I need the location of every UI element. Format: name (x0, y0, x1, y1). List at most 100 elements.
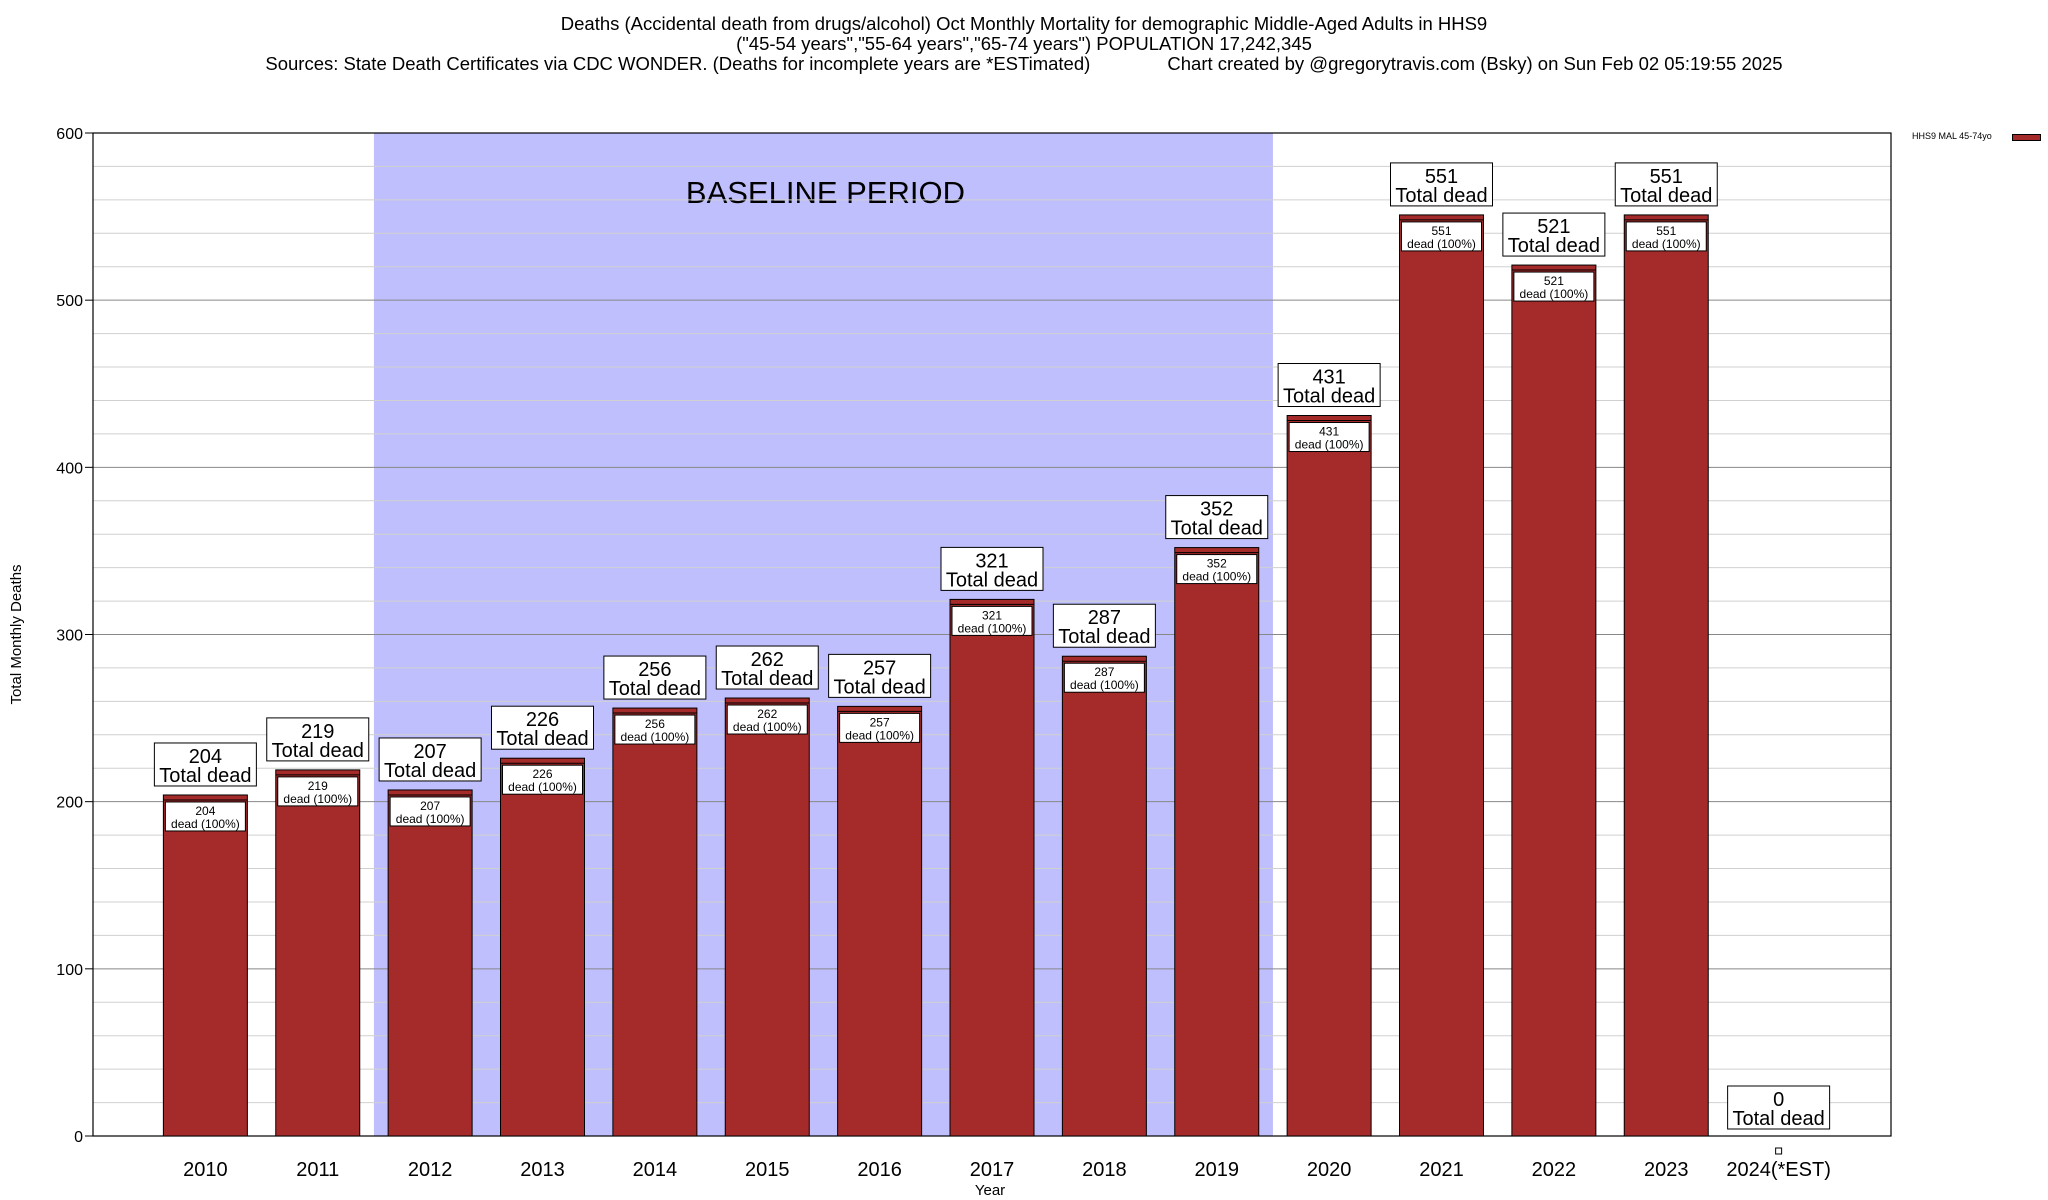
total-label-value: 321 (975, 550, 1008, 572)
total-label-box (491, 705, 594, 750)
total-label-box (266, 717, 370, 762)
inner-label-text: dead (100%) (1070, 678, 1139, 692)
total-label-text: Total dead (1732, 1108, 1824, 1130)
total-label-value: 0 (1773, 1089, 1784, 1111)
inner-label-text: dead (100%) (1520, 287, 1589, 301)
inner-label-value: 204 (195, 804, 215, 818)
bar (724, 697, 810, 1137)
total-label-text: Total dead (1171, 518, 1263, 540)
inner-label-value: 551 (1431, 224, 1451, 238)
x-tick-label: 2015 (745, 1159, 790, 1181)
total-label-value: 431 (1312, 367, 1345, 389)
total-label-text: Total dead (721, 668, 813, 690)
y-tick-label: 300 (56, 628, 83, 645)
x-tick-label: 2014 (633, 1159, 678, 1181)
inner-label-box (502, 764, 583, 795)
inner-label-value: 207 (420, 799, 440, 813)
x-tick-label: 2021 (1419, 1159, 1464, 1181)
y-tick-label: 100 (56, 962, 83, 979)
bar (1511, 264, 1597, 1137)
chart-title-line-2: ("45-54 years","55-64 years","65-74 year… (736, 33, 1312, 54)
y-tick-label: 600 (56, 126, 83, 143)
total-label-value: 226 (526, 709, 559, 731)
inner-label-box (277, 776, 359, 807)
inner-label-text: dead (100%) (845, 728, 914, 742)
total-label-box (1390, 162, 1493, 207)
inner-label-text: dead (100%) (396, 812, 465, 826)
bar (1061, 655, 1147, 1137)
total-label-text: Total dead (946, 569, 1038, 591)
total-label-value: 256 (638, 659, 671, 681)
bar (949, 598, 1035, 1137)
x-tick-label: 2024(*EST) (1726, 1159, 1831, 1181)
inner-label-box (1063, 662, 1145, 693)
total-label-value: 262 (751, 649, 784, 671)
total-label-box (1727, 1085, 1831, 1130)
total-label-value: 521 (1537, 216, 1570, 238)
x-tick-label: 2023 (1644, 1159, 1689, 1181)
x-tick-label: 2018 (1082, 1159, 1127, 1181)
x-tick-label: 2017 (970, 1159, 1015, 1181)
inner-label-box (614, 714, 696, 745)
inner-label-text: dead (100%) (1295, 438, 1364, 452)
total-label-box (940, 546, 1044, 591)
inner-label-text: dead (100%) (621, 730, 690, 744)
bar (1623, 214, 1709, 1137)
total-label-value: 287 (1088, 607, 1121, 629)
bar (275, 769, 361, 1137)
inner-label-text: dead (100%) (1632, 237, 1701, 251)
inner-label-value: 551 (1656, 224, 1676, 238)
total-label-box (1165, 495, 1269, 540)
inner-label-text: dead (100%) (171, 817, 240, 831)
x-tick-label: 2016 (857, 1159, 902, 1181)
inner-label-box (1625, 221, 1707, 252)
inner-label-value: 226 (532, 767, 552, 781)
bar (1399, 214, 1484, 1137)
total-label-box (1502, 212, 1606, 257)
inner-label-box (164, 801, 246, 832)
total-label-text: Total dead (833, 676, 925, 698)
bar (1174, 547, 1260, 1137)
inner-label-value: 219 (308, 779, 328, 793)
x-tick-label: 2011 (296, 1159, 339, 1181)
inner-label-text: dead (100%) (1182, 570, 1251, 584)
total-label-box (378, 737, 482, 782)
chart-title-line-3: Sources: State Death Certificates via CD… (265, 53, 1783, 74)
inner-label-value: 521 (1544, 274, 1564, 288)
bar (162, 794, 248, 1137)
x-axis-title: Year (975, 1182, 1005, 1199)
total-label-text: Total dead (1620, 185, 1712, 207)
inner-label-value: 321 (982, 608, 1002, 622)
bar (387, 789, 473, 1137)
inner-label-value: 352 (1207, 557, 1227, 571)
total-label-value: 207 (413, 741, 446, 763)
total-label-value: 204 (189, 746, 222, 768)
total-label-box (1052, 603, 1156, 648)
bar (612, 707, 698, 1137)
inner-label-box (726, 704, 808, 735)
inner-label-box (1513, 271, 1595, 302)
zero-value-marker (1775, 1147, 1783, 1155)
total-label-text: Total dead (159, 765, 251, 787)
total-label-box (603, 655, 707, 700)
inner-label-text: dead (100%) (283, 792, 352, 806)
inner-label-value: 257 (870, 715, 890, 729)
inner-label-text: dead (100%) (508, 780, 577, 794)
total-label-text: Total dead (609, 678, 701, 700)
total-label-text: Total dead (1508, 235, 1600, 257)
baseline-period-label: BASELINE PERIOD (686, 175, 965, 210)
y-tick-label: 200 (56, 795, 83, 812)
bar (837, 705, 923, 1137)
inner-label-box (1288, 422, 1370, 453)
legend-label: HHS9 MAL 45-74yo (1912, 131, 1992, 141)
total-label-value: 551 (1650, 166, 1683, 188)
inner-label-value: 256 (645, 717, 665, 731)
total-label-box (828, 653, 932, 698)
inner-label-box (951, 605, 1033, 636)
inner-label-value: 287 (1094, 665, 1114, 679)
chart-title-line-1: Deaths (Accidental death from drugs/alco… (560, 13, 1488, 34)
inner-label-box (389, 796, 471, 827)
y-tick-label: 400 (56, 460, 83, 477)
total-label-value: 352 (1200, 499, 1233, 521)
bar (500, 757, 585, 1137)
